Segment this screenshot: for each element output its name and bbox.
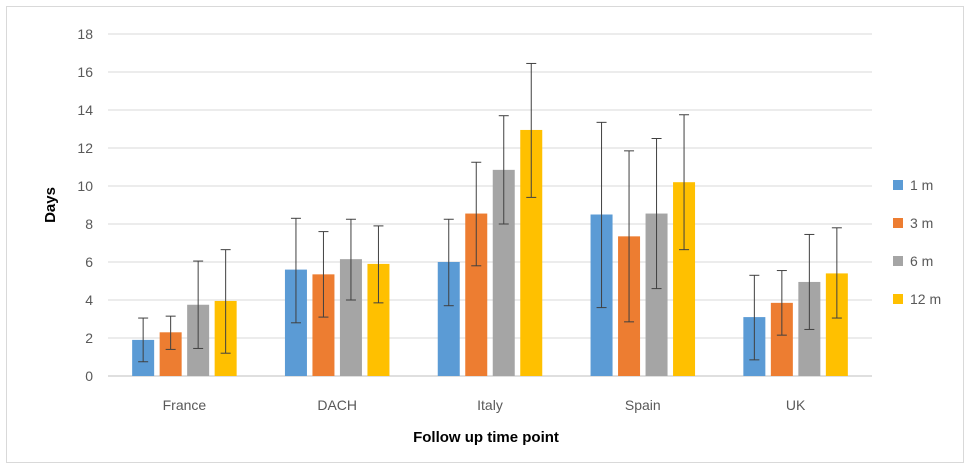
bar [770, 302, 793, 376]
legend: 1 m 3 m 6 m 12 m [893, 177, 941, 307]
legend-swatch [893, 218, 903, 228]
y-tick-label: 4 [85, 292, 93, 308]
legend-label: 6 m [910, 253, 933, 269]
y-tick-label: 14 [77, 102, 93, 118]
bar [645, 213, 668, 376]
y-tick-label: 16 [77, 64, 93, 80]
y-tick-label: 10 [77, 178, 93, 194]
bar [437, 262, 460, 376]
bar [492, 169, 515, 376]
y-axis-title: Days [42, 187, 59, 223]
x-tick-label: France [163, 397, 207, 413]
x-tick-label: DACH [317, 397, 357, 413]
bar [159, 332, 182, 376]
bar [465, 213, 488, 376]
bar [339, 259, 362, 376]
y-tick-label: 0 [85, 368, 93, 384]
y-tick-label: 2 [85, 330, 93, 346]
legend-label: 1 m [910, 177, 933, 193]
x-tick-labels: France DACH Italy Spain UK [163, 397, 806, 413]
legend-swatch [893, 180, 903, 190]
y-tick-label: 6 [85, 254, 93, 270]
y-tick-labels: 0 2 4 6 8 10 12 14 16 18 [77, 26, 93, 384]
bars [132, 129, 848, 376]
legend-swatch [893, 256, 903, 266]
x-tick-label: Italy [477, 397, 503, 413]
legend-swatch [893, 294, 903, 304]
y-tick-label: 12 [77, 140, 93, 156]
bar [312, 274, 335, 376]
legend-label: 3 m [910, 215, 933, 231]
bar [520, 129, 543, 376]
x-tick-label: UK [786, 397, 806, 413]
y-tick-label: 8 [85, 216, 93, 232]
bar [673, 182, 696, 376]
bar [367, 263, 390, 376]
bar [825, 273, 848, 376]
x-axis-title: Follow up time point [413, 429, 559, 446]
y-tick-label: 18 [77, 26, 93, 42]
x-tick-label: Spain [625, 397, 661, 413]
error-bars [138, 62, 842, 363]
legend-label: 12 m [910, 291, 941, 307]
